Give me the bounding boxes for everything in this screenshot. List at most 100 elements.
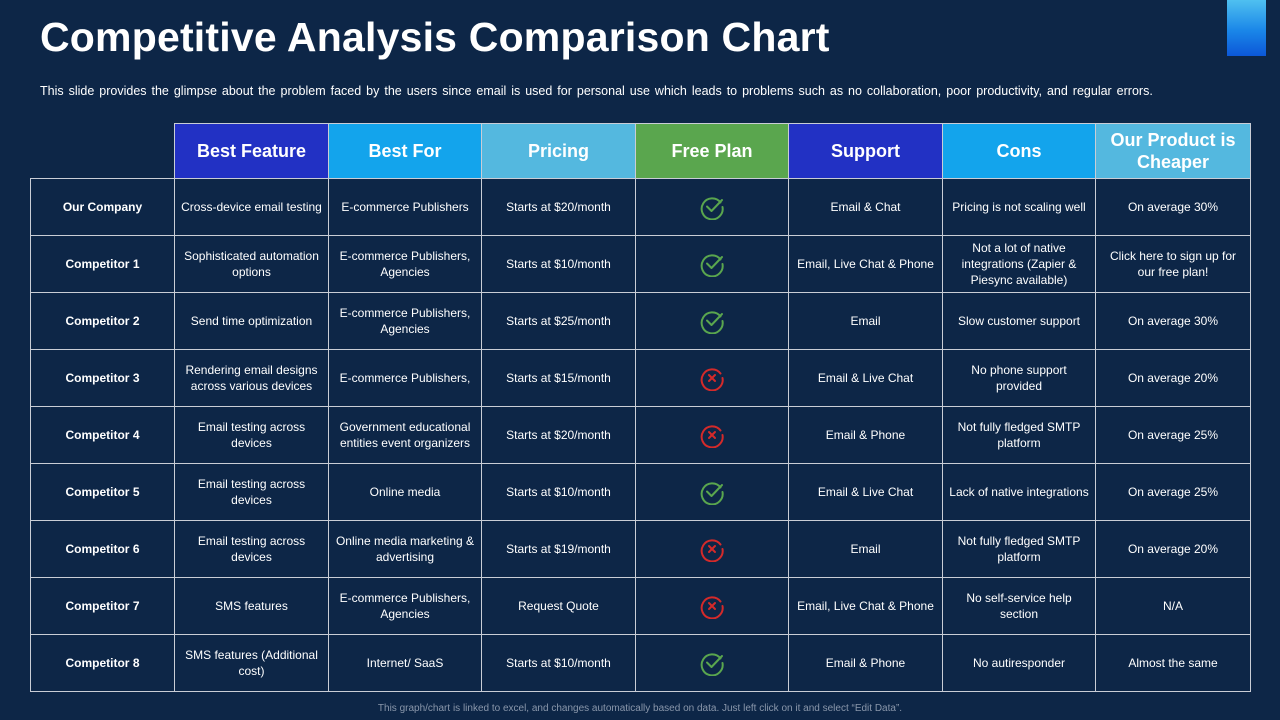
pricing-cell: Starts at $10/month [481, 463, 636, 521]
cons-cell: No phone support provided [942, 349, 1096, 407]
pricing-cell: Starts at $19/month [481, 520, 636, 578]
best-for-cell: Online media marketing & advertising [328, 520, 482, 578]
table-row: Competitor 2 Send time optimization E-comm… [30, 292, 1251, 350]
check-icon [700, 254, 724, 277]
cheaper-cell: On average 25% [1095, 406, 1251, 464]
row-label: Competitor 5 [30, 463, 175, 521]
support-cell: Email & Phone [788, 634, 943, 692]
cheaper-cell: Click here to sign up for our free plan! [1095, 235, 1251, 293]
row-label: Competitor 1 [30, 235, 175, 293]
header-row: Best Feature Best For Pricing Free Plan … [30, 123, 1251, 179]
best-for-cell: E-commerce Publishers, [328, 349, 482, 407]
free-plan-cell [635, 235, 789, 293]
best-feature-cell: Rendering email designs across various d… [174, 349, 329, 407]
page-title: Competitive Analysis Comparison Chart [40, 14, 830, 60]
table-body: Our Company Cross-device email testing E-c… [30, 178, 1251, 692]
check-icon [700, 197, 724, 220]
row-label: Our Company [30, 178, 175, 236]
header-our-product-cheaper: Our Product is Cheaper [1095, 123, 1251, 179]
support-cell: Email [788, 292, 943, 350]
check-icon [700, 311, 724, 334]
row-label: Competitor 8 [30, 634, 175, 692]
cheaper-cell: Almost the same [1095, 634, 1251, 692]
best-feature-cell: Send time optimization [174, 292, 329, 350]
support-cell: Email [788, 520, 943, 578]
table-row: Competitor 7 SMS features E-commerce Publi… [30, 577, 1251, 635]
footer-note: This graph/chart is linked to excel, and… [377, 703, 903, 714]
check-icon [700, 482, 724, 505]
header-cons: Cons [942, 123, 1096, 179]
free-plan-cell [635, 406, 789, 464]
table-row: Competitor 4 Email testing across devices… [30, 406, 1251, 464]
support-cell: Email & Live Chat [788, 349, 943, 407]
cons-cell: Slow customer support [942, 292, 1096, 350]
free-plan-cell [635, 349, 789, 407]
free-plan-cell [635, 292, 789, 350]
cons-cell: Pricing is not scaling well [942, 178, 1096, 236]
support-cell: Email, Live Chat & Phone [788, 235, 943, 293]
best-for-cell: E-commerce Publishers, Agencies [328, 292, 482, 350]
best-feature-cell: Email testing across devices [174, 520, 329, 578]
table-row: Competitor 1 Sophisticated automation opt… [30, 235, 1251, 293]
best-for-cell: Government educational entities event or… [328, 406, 482, 464]
comparison-table: Best Feature Best For Pricing Free Plan … [30, 123, 1251, 692]
pricing-cell: Starts at $10/month [481, 634, 636, 692]
header-corner [30, 123, 175, 179]
cross-icon [700, 368, 724, 391]
pricing-cell: Starts at $20/month [481, 178, 636, 236]
header-best-feature: Best Feature [174, 123, 329, 179]
support-cell: Email & Chat [788, 178, 943, 236]
support-cell: Email & Phone [788, 406, 943, 464]
cons-cell: Lack of native integrations [942, 463, 1096, 521]
best-for-cell: Internet/ SaaS [328, 634, 482, 692]
pricing-cell: Starts at $25/month [481, 292, 636, 350]
best-feature-cell: SMS features (Additional cost) [174, 634, 329, 692]
free-plan-cell [635, 178, 789, 236]
table-row: Our Company Cross-device email testing E-c… [30, 178, 1251, 236]
free-plan-cell [635, 520, 789, 578]
table-row: Competitor 3 Rendering email designs acro… [30, 349, 1251, 407]
best-feature-cell: Email testing across devices [174, 406, 329, 464]
best-feature-cell: Cross-device email testing [174, 178, 329, 236]
row-label: Competitor 3 [30, 349, 175, 407]
best-feature-cell: Email testing across devices [174, 463, 329, 521]
table-row: Competitor 6 Email testing across devices… [30, 520, 1251, 578]
free-plan-cell [635, 463, 789, 521]
row-label: Competitor 4 [30, 406, 175, 464]
cons-cell: Not fully fledged SMTP platform [942, 406, 1096, 464]
header-support: Support [788, 123, 943, 179]
best-for-cell: E-commerce Publishers [328, 178, 482, 236]
accent-bar [1227, 0, 1266, 56]
best-for-cell: E-commerce Publishers, Agencies [328, 577, 482, 635]
check-icon [700, 653, 724, 676]
cons-cell: Not a lot of native integrations (Zapier… [942, 235, 1096, 293]
cons-cell: No self-service help section [942, 577, 1096, 635]
free-plan-cell [635, 577, 789, 635]
support-cell: Email, Live Chat & Phone [788, 577, 943, 635]
best-for-cell: Online media [328, 463, 482, 521]
cheaper-cell: N/A [1095, 577, 1251, 635]
cross-icon [700, 425, 724, 448]
cons-cell: No autiresponder [942, 634, 1096, 692]
cross-icon [700, 539, 724, 562]
row-label: Competitor 7 [30, 577, 175, 635]
row-label: Competitor 2 [30, 292, 175, 350]
pricing-cell: Starts at $15/month [481, 349, 636, 407]
free-plan-cell [635, 634, 789, 692]
table-row: Competitor 8 SMS features (Additional cos… [30, 634, 1251, 692]
cheaper-cell: On average 20% [1095, 349, 1251, 407]
cross-icon [700, 596, 724, 619]
header-free-plan: Free Plan [635, 123, 789, 179]
cheaper-cell: On average 25% [1095, 463, 1251, 521]
pricing-cell: Starts at $20/month [481, 406, 636, 464]
support-cell: Email & Live Chat [788, 463, 943, 521]
best-for-cell: E-commerce Publishers, Agencies [328, 235, 482, 293]
pricing-cell: Request Quote [481, 577, 636, 635]
table-row: Competitor 5 Email testing across devices… [30, 463, 1251, 521]
cheaper-cell: On average 30% [1095, 292, 1251, 350]
page-subtitle: This slide provides the glimpse about th… [40, 84, 1153, 98]
header-best-for: Best For [328, 123, 482, 179]
cheaper-cell: On average 30% [1095, 178, 1251, 236]
cheaper-cell: On average 20% [1095, 520, 1251, 578]
best-feature-cell: SMS features [174, 577, 329, 635]
